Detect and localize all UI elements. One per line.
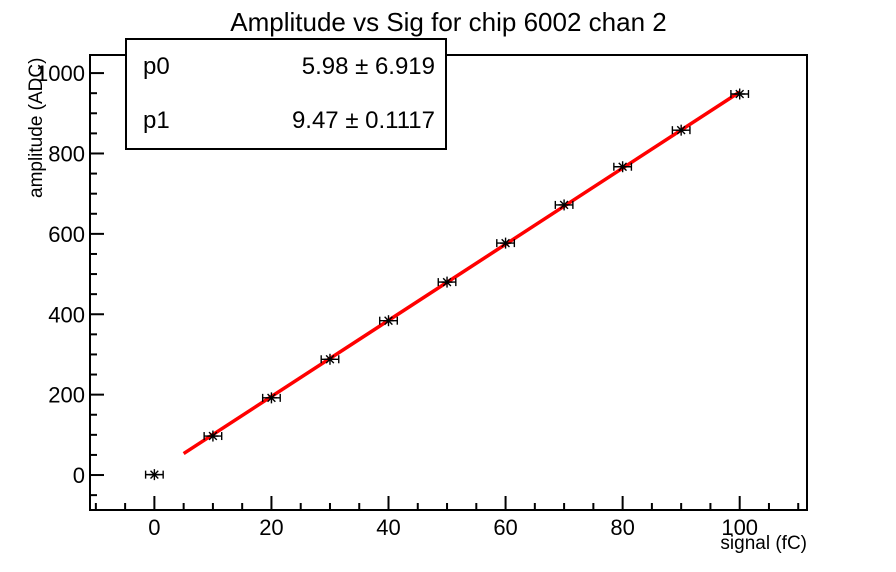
x-tick-label: 100 [721,515,758,540]
x-axis: 0 20 40 60 80 100 [94,496,800,540]
plot-frame-border [89,54,808,511]
y-tick-label: 200 [48,383,85,408]
data-point [671,124,691,136]
marker-arm [735,89,745,99]
y-tick-label: 1000 [36,61,85,86]
data-point [261,392,281,404]
y-axis: 0 200 400 600 800 1000 [36,61,104,497]
marker-arm [267,393,276,403]
data-point [730,88,750,100]
marker-arm [676,125,686,135]
fit-line [182,90,741,456]
stat-label-p1: p1 [143,107,170,134]
data-point [554,199,574,211]
x-tick-label: 0 [148,515,160,540]
stat-row-p0: p0 5.98 ± 6.919 [127,40,445,94]
x-axis-title: signal (fC) [720,533,807,554]
x-tick-label: 20 [259,515,283,540]
data-point [144,469,164,481]
marker-arm [559,200,569,210]
data-series [144,88,750,481]
data-point [437,276,457,288]
plot-title: Amplitude vs Sig for chip 6002 chan 2 [230,7,667,37]
data-point [320,353,340,365]
marker-arm [150,470,159,480]
marker-arm [501,238,510,248]
data-point [496,237,516,249]
marker-arm [384,316,393,326]
x-tick-label: 40 [376,515,400,540]
data-point [613,161,633,173]
marker-arm [208,431,218,441]
y-axis-title: amplitude (ADC) [26,57,47,198]
stat-value-p0: 5.98 ± 6.919 [301,53,435,80]
y-tick-label: 800 [48,141,85,166]
stat-value-p1: 9.47 ± 0.1117 [291,107,435,134]
y-tick-label: 600 [48,222,85,247]
marker-arm [442,277,452,287]
fit-stats-box: p0 5.98 ± 6.919 p1 9.47 ± 0.1117 [125,38,447,150]
stat-label-p0: p0 [143,53,170,80]
data-point [379,315,398,327]
marker-arm [618,162,628,172]
y-tick-label: 0 [73,463,85,488]
x-tick-label: 80 [610,515,634,540]
stat-row-p1: p1 9.47 ± 0.1117 [127,94,445,148]
y-tick-label: 400 [48,302,85,327]
data-point [203,430,223,442]
x-tick-label: 60 [493,515,517,540]
marker-arm [325,354,335,364]
